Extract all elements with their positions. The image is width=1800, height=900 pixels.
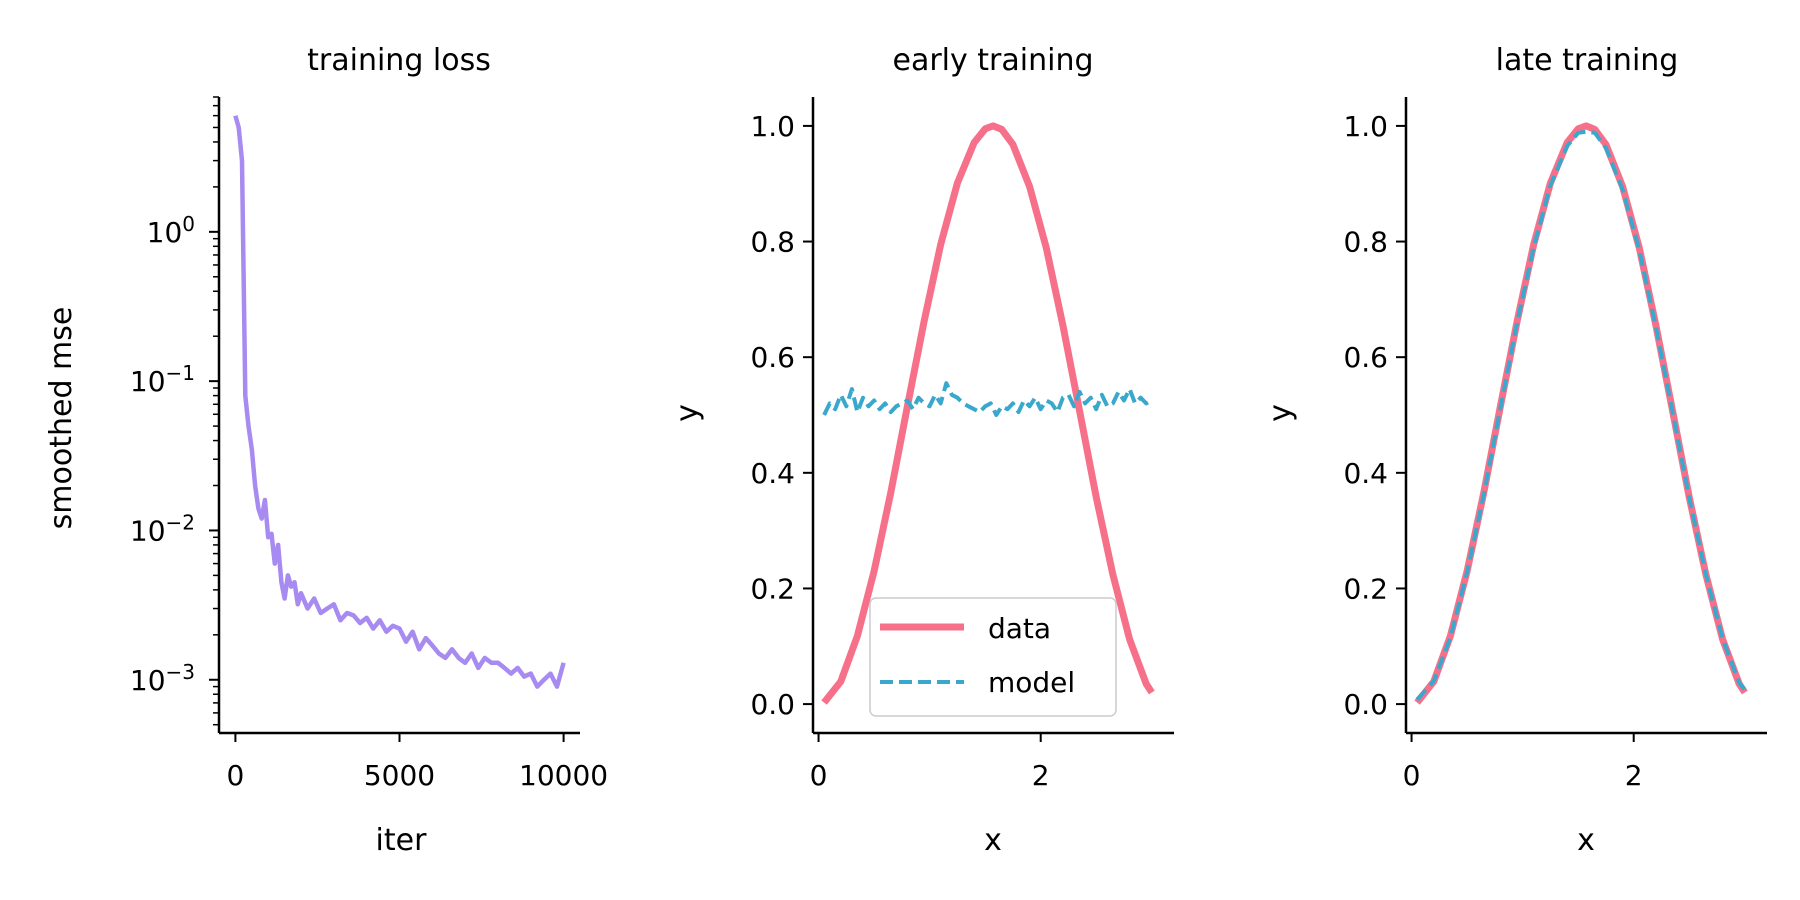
series-line-series-1 bbox=[233, 115, 566, 689]
plot-area: 0 2 0.0 0.2 0.4 0.6 0.8 1.0 bbox=[1343, 97, 1767, 792]
panel-title: early training bbox=[892, 43, 1093, 78]
y-tick-label: 0.8 bbox=[750, 226, 795, 259]
y-tick-label: 0.2 bbox=[1343, 572, 1388, 605]
panel-title: late training bbox=[1496, 43, 1679, 78]
y-tick-label: 0.4 bbox=[750, 457, 795, 490]
y-axis-label: smoothed mse bbox=[44, 307, 79, 530]
y-tick-label: 1.0 bbox=[750, 110, 795, 143]
plot-area: 0 5000 10000 10−3 10−2 10−1 100 bbox=[130, 96, 608, 792]
legend: data model bbox=[869, 597, 1117, 717]
panel-early-training: early training x y 0 20.00.20.40.60.81.0 … bbox=[670, 43, 1174, 858]
y-tick-label: 100 bbox=[147, 212, 195, 249]
panel-title: training loss bbox=[307, 43, 491, 78]
x-tick-label: 2 bbox=[1032, 759, 1050, 792]
y-tick-label: 10−1 bbox=[130, 361, 195, 398]
y-tick-label: 0.6 bbox=[750, 341, 795, 374]
panel-training-loss: training loss iter smoothed mse 0 5000 100… bbox=[44, 43, 608, 858]
y-tick-label: 0.0 bbox=[1343, 688, 1388, 721]
legend-label-data: data bbox=[988, 612, 1051, 645]
x-tick-label: 0 bbox=[810, 759, 828, 792]
x-tick-label: 0 bbox=[1403, 759, 1421, 792]
y-axis-label: y bbox=[670, 404, 705, 422]
x-tick-label: 5000 bbox=[364, 759, 435, 792]
x-tick-label: 0 bbox=[226, 759, 244, 792]
series-line-series-2 bbox=[1415, 129, 1747, 701]
y-tick-label: 1.0 bbox=[1343, 110, 1388, 143]
y-tick-label: 10−3 bbox=[130, 660, 195, 697]
x-axis-label: x bbox=[1577, 823, 1595, 858]
x-axis-label: x bbox=[984, 823, 1002, 858]
y-axis-label: y bbox=[1263, 404, 1298, 422]
y-tick-label: 10−2 bbox=[130, 510, 195, 547]
plot-area: 0 2 0.0 0.2 0.4 0.6 0.8 1.0 bbox=[750, 97, 1174, 792]
legend-label-model: model bbox=[988, 666, 1075, 699]
series-line-model bbox=[822, 381, 1153, 417]
y-tick-label: 0.0 bbox=[750, 688, 795, 721]
series-line-data bbox=[821, 122, 1155, 705]
y-tick-label: 0.8 bbox=[1343, 226, 1388, 259]
x-tick-label: 10000 bbox=[519, 759, 608, 792]
y-tick-label: 0.2 bbox=[750, 572, 795, 605]
y-tick-label: 0.4 bbox=[1343, 457, 1388, 490]
panel-late-training: late training x y 0 2 0.0 0.2 0.4 0.6 0.8 1.0 bbox=[1263, 43, 1767, 858]
y-tick-label: 0.6 bbox=[1343, 341, 1388, 374]
x-tick-label: 2 bbox=[1625, 759, 1643, 792]
x-axis-label: iter bbox=[376, 823, 428, 858]
